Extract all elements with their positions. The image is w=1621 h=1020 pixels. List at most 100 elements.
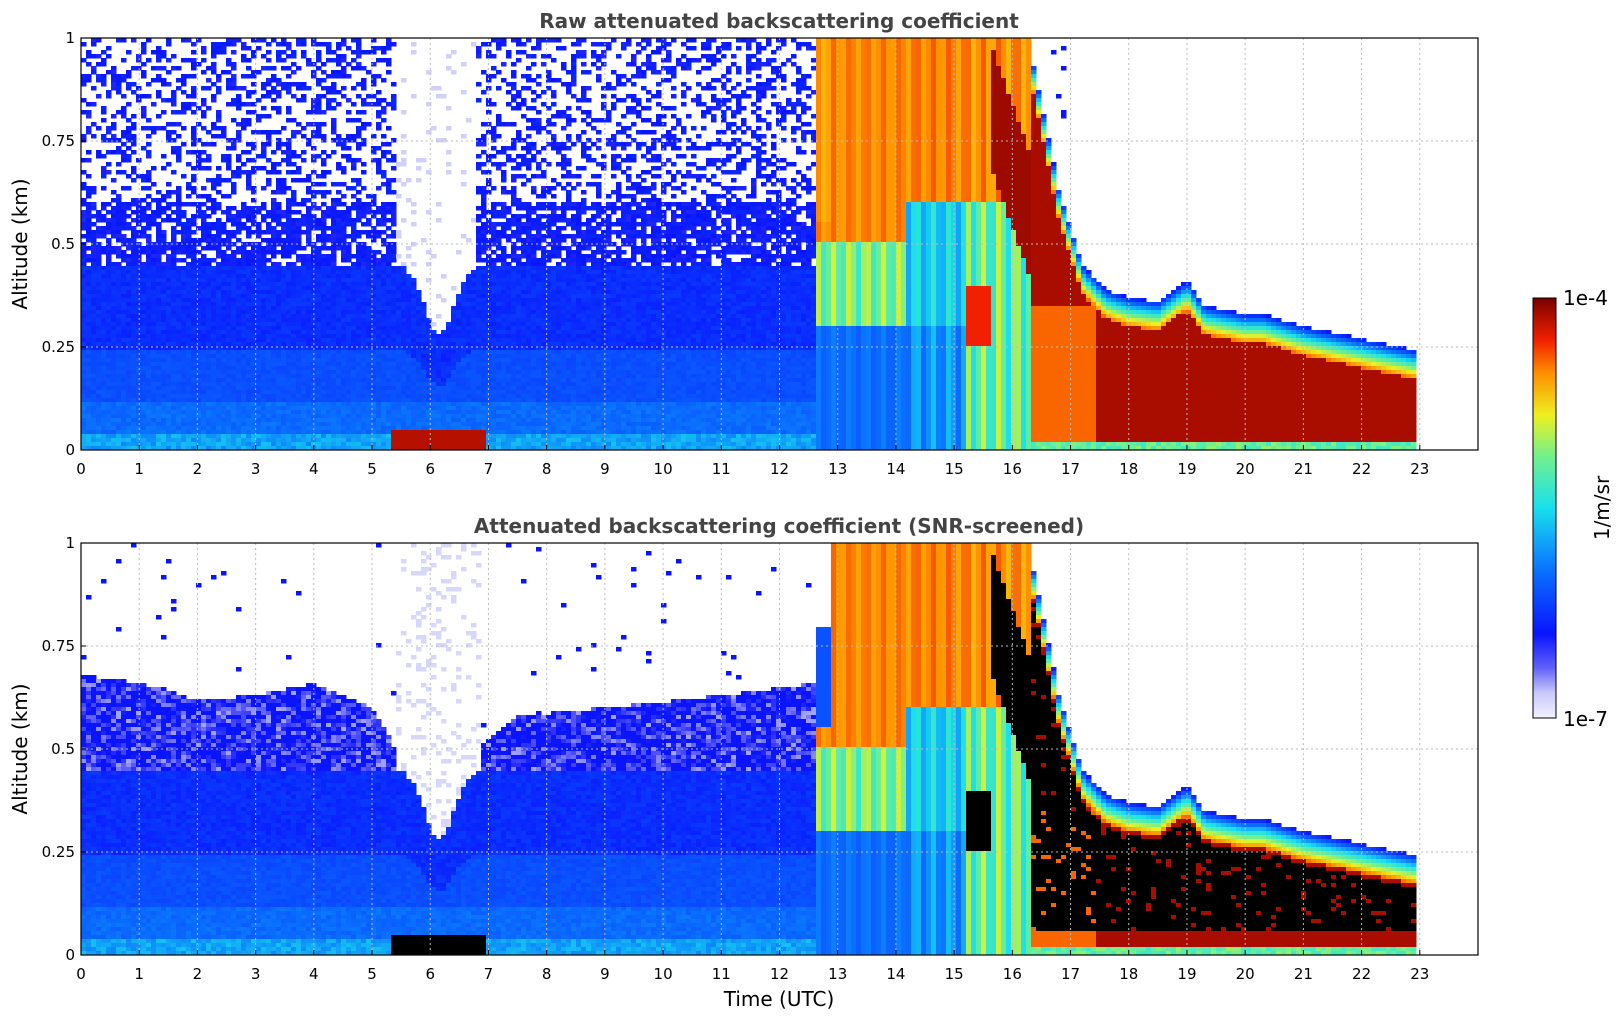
heatmap-cell — [291, 306, 297, 311]
heatmap-cell — [146, 422, 152, 427]
heatmap-cell — [196, 394, 202, 399]
heatmap-cell — [366, 70, 372, 75]
heatmap-cell — [426, 438, 432, 443]
heatmap-cell — [341, 426, 347, 431]
heatmap-cell — [201, 114, 207, 119]
heatmap-cell — [151, 334, 157, 339]
heatmap-cell — [246, 270, 252, 275]
heatmap-cell — [156, 250, 162, 255]
heatmap-cell — [346, 282, 352, 287]
heatmap-cell — [341, 202, 347, 207]
heatmap-cell — [161, 206, 167, 211]
heatmap-cell — [126, 418, 132, 423]
heatmap-cell — [211, 318, 217, 323]
heatmap-cell — [196, 390, 202, 395]
heatmap-cell — [301, 338, 307, 343]
heatmap-cell — [401, 274, 407, 279]
heatmap-cell — [346, 134, 352, 139]
heatmap-cell — [176, 330, 182, 335]
heatmap-cell — [401, 374, 407, 379]
heatmap-cell — [131, 442, 137, 447]
heatmap-cell — [166, 410, 172, 415]
heatmap-cell — [171, 266, 177, 271]
heatmap-cell — [261, 338, 267, 343]
heatmap-cell — [281, 286, 287, 291]
heatmap-cell — [426, 358, 432, 363]
heatmap-cell — [316, 402, 322, 407]
heatmap-cell — [116, 170, 122, 175]
heatmap-cell — [171, 282, 177, 287]
heatmap-cell — [426, 354, 432, 359]
heatmap-cell — [301, 438, 307, 443]
heatmap-cell — [226, 414, 232, 419]
heatmap-cell — [296, 298, 302, 303]
heatmap-cell — [311, 98, 317, 103]
heatmap-cell — [166, 130, 172, 135]
heatmap-cell — [116, 306, 122, 311]
heatmap-cell — [231, 362, 237, 367]
heatmap-cell — [386, 430, 392, 435]
heatmap-cell — [136, 410, 142, 415]
heatmap-cell — [421, 334, 427, 339]
heatmap-cell — [326, 210, 332, 215]
heatmap-cell — [256, 226, 262, 231]
heatmap-cell — [166, 202, 172, 207]
heatmap-cell — [101, 118, 107, 123]
heatmap-cell — [226, 278, 232, 283]
heatmap-cell — [196, 346, 202, 351]
heatmap-cell — [356, 210, 362, 215]
heatmap-cell — [181, 322, 187, 327]
heatmap-cell — [121, 394, 127, 399]
heatmap-cell — [316, 66, 322, 71]
heatmap-cell — [276, 218, 282, 223]
heatmap-cell — [346, 98, 352, 103]
heatmap-cell — [91, 186, 97, 191]
heatmap-cell — [346, 402, 352, 407]
heatmap-cell — [376, 378, 382, 383]
heatmap-cell — [406, 414, 412, 419]
heatmap-cell — [356, 318, 362, 323]
heatmap-cell — [301, 422, 307, 427]
heatmap-cell — [136, 354, 142, 359]
heatmap-cell — [361, 430, 367, 435]
heatmap-cell — [116, 214, 122, 219]
heatmap-cell — [211, 222, 217, 227]
heatmap-cell — [381, 230, 387, 235]
heatmap-cell — [391, 350, 397, 355]
heatmap-cell — [316, 94, 322, 99]
heatmap-cell — [291, 326, 297, 331]
heatmap-cell — [336, 246, 342, 251]
heatmap-cell — [191, 310, 197, 315]
heatmap-cell — [386, 342, 392, 347]
heatmap-cell — [361, 438, 367, 443]
heatmap-cell — [171, 374, 177, 379]
heatmap-cell — [126, 434, 132, 439]
heatmap-cell — [191, 446, 197, 450]
heatmap-cell — [161, 366, 167, 371]
heatmap-cell — [256, 390, 262, 395]
heatmap-cell — [161, 410, 167, 415]
heatmap-cell — [116, 434, 122, 439]
heatmap-cell — [311, 398, 317, 403]
heatmap-cell — [211, 302, 217, 307]
heatmap-cell — [416, 386, 422, 391]
heatmap-cell — [116, 206, 122, 211]
heatmap-cell — [241, 294, 247, 299]
heatmap-cell — [406, 378, 412, 383]
heatmap-cell — [286, 218, 292, 223]
heatmap-cell — [156, 278, 162, 283]
heatmap-cell — [316, 346, 322, 351]
heatmap-cell — [276, 250, 282, 255]
heatmap-cell — [366, 402, 372, 407]
heatmap-cell — [126, 370, 132, 375]
heatmap-cell — [356, 362, 362, 367]
heatmap-cell — [236, 346, 242, 351]
heatmap-cell — [326, 402, 332, 407]
heatmap-cell — [351, 426, 357, 431]
heatmap-cell — [331, 298, 337, 303]
heatmap-cell — [226, 446, 232, 450]
heatmap-cell — [256, 338, 262, 343]
heatmap-cell — [191, 290, 197, 295]
heatmap-cell — [171, 338, 177, 343]
heatmap-cell — [371, 302, 377, 307]
